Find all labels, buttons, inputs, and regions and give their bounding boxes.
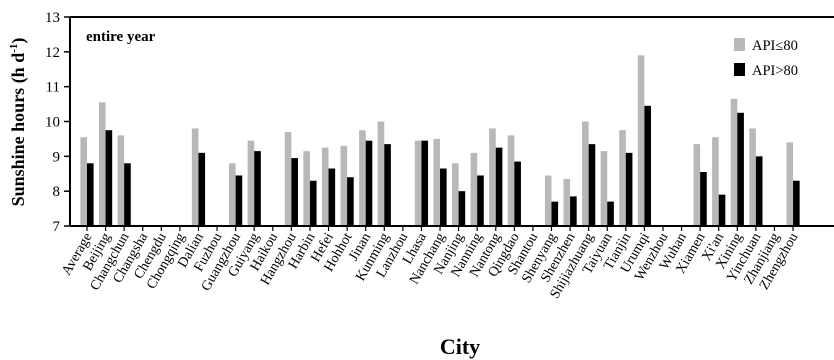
chart-annotation: entire year [86, 29, 156, 45]
y-ticks-layer: 7 8 9 10 11 12 13 [45, 10, 70, 235]
x-axis-title: City [440, 334, 480, 359]
bar-jinan-api-high [365, 140, 373, 226]
bar-beijing-api-low [98, 102, 106, 226]
bar-changchun-api-low [117, 135, 125, 226]
bar-kunming-api-high [384, 144, 391, 226]
bar-hangzhou-api-high [291, 158, 298, 226]
bar-nantong-api-low [489, 128, 496, 226]
bar-taiyuan-api-low [600, 151, 608, 226]
bar-xiamen-api-low [693, 144, 701, 226]
bar-taiyuan-api-high [607, 201, 614, 226]
legend-swatch-api-low [734, 38, 745, 51]
y-tick-label: 13 [45, 10, 60, 26]
bar-zhengzhou-api-high [793, 180, 800, 226]
legend: API≤80 API>80 [734, 38, 798, 79]
bar-nanjing-api-low [452, 163, 459, 226]
y-axis-title-close: ) [8, 38, 29, 44]
bar-yinchuan-api-low [749, 128, 756, 226]
bar-shenzhen-api-low [563, 178, 571, 226]
bar-xi-an-api-high [718, 194, 726, 226]
bar-nantong-api-high [495, 147, 503, 227]
bar-urumqi-api-high [644, 105, 651, 226]
bar-nanjing-api-high [458, 191, 466, 226]
bar-nanning-api-low [470, 152, 478, 226]
bar-nanchang-api-low [433, 138, 441, 226]
bar-qingdao-api-high [514, 161, 521, 226]
bar-xi-an-api-low [712, 137, 719, 226]
y-tick-label: 9 [53, 149, 61, 165]
bar-qingdao-api-low [507, 135, 515, 226]
bar-shenzhen-api-high [570, 196, 577, 226]
bar-shenyang-api-high [551, 201, 559, 226]
bar-guangzhou-api-high [235, 175, 243, 226]
y-tick-label: 8 [53, 184, 61, 200]
y-axis-title-main: Sunshine hours (h d [8, 53, 29, 207]
bar-hefei-api-low [321, 147, 329, 227]
bar-dalian-api-low [191, 128, 199, 226]
bar-guangzhou-api-low [229, 163, 236, 226]
bar-nanning-api-high [477, 175, 484, 226]
bar-harbin-api-low [303, 151, 310, 226]
y-axis-title: Sunshine hours (h d-1) [8, 38, 29, 207]
bar-average-api-low [80, 137, 87, 226]
bar-kunming-api-low [377, 121, 385, 226]
bar-xiamen-api-high [700, 172, 707, 226]
bar-zhengzhou-api-low [786, 142, 794, 226]
bars-layer [80, 55, 800, 227]
bar-lhasa-api-high [421, 140, 429, 226]
x-ticks-layer: AverageBeijingChangchunChangshaChengduCh… [59, 226, 802, 301]
bar-harbin-api-high [309, 180, 317, 226]
bar-yinchuan-api-high [755, 156, 763, 226]
bar-dalian-api-high [198, 152, 206, 226]
bar-guiyang-api-high [254, 151, 261, 226]
y-tick-label: 10 [45, 115, 60, 131]
bar-hohhot-api-low [340, 145, 348, 226]
bar-hefei-api-high [328, 168, 336, 226]
y-tick-label: 7 [53, 219, 61, 235]
bar-xining-api-low [730, 98, 738, 226]
bar-tianjin-api-low [619, 130, 626, 226]
bar-tianjin-api-high [625, 152, 633, 226]
bar-guiyang-api-low [247, 140, 255, 226]
bar-lhasa-api-low [414, 140, 422, 226]
bar-jinan-api-low [359, 130, 366, 226]
y-tick-label: 11 [46, 80, 60, 96]
bar-shijiazhuang-api-low [582, 121, 589, 226]
bar-nanchang-api-high [440, 168, 447, 226]
bar-beijing-api-high [105, 130, 113, 226]
legend-label-api-high: API>80 [752, 63, 798, 79]
bar-hohhot-api-high [347, 177, 354, 226]
bar-changchun-api-high [124, 163, 131, 226]
bar-hangzhou-api-low [284, 131, 292, 226]
bar-shenyang-api-low [544, 175, 552, 226]
bar-xining-api-high [737, 112, 744, 226]
bar-average-api-high [87, 163, 94, 226]
legend-swatch-api-high [734, 63, 745, 76]
bar-urumqi-api-low [637, 55, 645, 226]
bar-shijiazhuang-api-high [588, 144, 596, 226]
legend-label-api-low: API≤80 [752, 38, 798, 54]
y-axis-title-superscript: -1 [8, 44, 20, 53]
y-tick-label: 12 [45, 45, 60, 61]
